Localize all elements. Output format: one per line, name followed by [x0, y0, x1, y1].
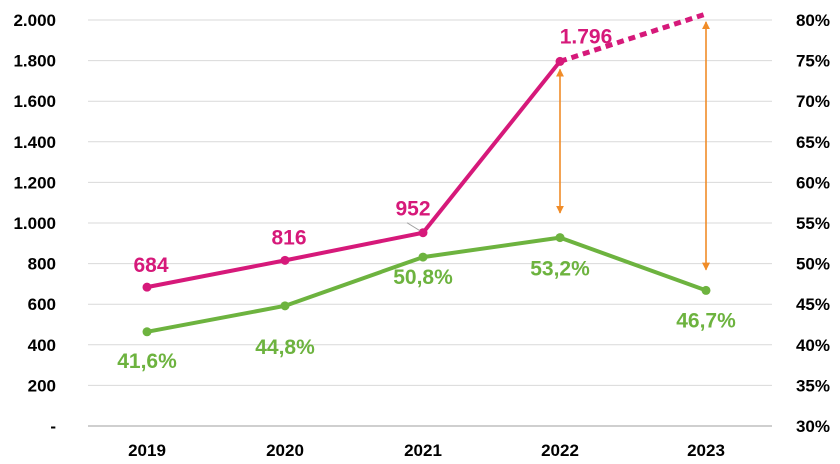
right-axis-tick-label: 70% [796, 92, 830, 111]
right-axis-tick-label: 60% [796, 173, 830, 192]
data-label: 44,8% [255, 336, 315, 359]
left-axis-tick-label: - [50, 417, 56, 436]
data-point [555, 56, 565, 66]
series-line [145, 59, 562, 290]
data-label: 46,7% [676, 309, 736, 332]
right-axis-tick-label: 50% [796, 255, 830, 274]
data-point [280, 301, 290, 311]
data-labels: 684 816 952 1.796 41,6% 44,8% 50,8% 53,2% 46,7% [117, 25, 736, 372]
label-leader-line [406, 222, 421, 232]
data-label: 1.796 [560, 25, 613, 48]
x-axis-tick-label: 2020 [266, 441, 304, 460]
left-axis-tick-label: 400 [28, 336, 56, 355]
left-axis-ticks: - 200 400 600 800 1.000 1.200 1.400 1.600 1.800 2.… [13, 11, 56, 436]
data-label: 53,2% [530, 258, 590, 281]
annotations [556, 21, 710, 271]
data-point [701, 285, 711, 295]
data-label: 952 [395, 198, 430, 221]
data-point [280, 255, 290, 265]
data-label: 816 [271, 226, 306, 249]
x-axis-tick-label: 2021 [404, 441, 442, 460]
data-point [418, 252, 428, 262]
data-label: 684 [133, 254, 168, 277]
data-point [142, 327, 152, 337]
right-axis-tick-label: 40% [796, 336, 830, 355]
left-axis-tick-label: 200 [28, 376, 56, 395]
data-point [418, 228, 428, 238]
right-axis-ticks: 30% 35% 40% 45% 50% 55% 60% 65% 70% 75% 80% [796, 11, 830, 436]
left-axis-tick-label: 1.000 [13, 214, 56, 233]
left-axis-tick-label: 2.000 [13, 11, 56, 30]
series [142, 11, 711, 337]
right-axis-tick-label: 80% [796, 11, 830, 30]
left-axis-tick-label: 1.400 [13, 133, 56, 152]
right-axis-tick-label: 45% [796, 295, 830, 314]
right-axis-tick-label: 35% [796, 376, 830, 395]
right-axis-tick-label: 55% [796, 214, 830, 233]
x-axis-tick-label: 2019 [128, 441, 166, 460]
data-label: 41,6% [117, 350, 177, 373]
right-axis-tick-label: 30% [796, 417, 830, 436]
data-label: 50,8% [393, 266, 453, 289]
x-axis-tick-label: 2022 [541, 441, 579, 460]
left-axis-tick-label: 800 [28, 255, 56, 274]
right-axis-tick-label: 65% [796, 133, 830, 152]
projection-line [559, 11, 707, 64]
left-axis-tick-label: 600 [28, 295, 56, 314]
left-axis-tick-label: 1.200 [13, 173, 56, 192]
x-axis-ticks: 2019 2020 2021 2022 2023 [128, 441, 725, 460]
left-axis-tick-label: 1.800 [13, 52, 56, 71]
data-point [142, 282, 152, 292]
x-axis-tick-label: 2023 [687, 441, 725, 460]
data-point [555, 233, 565, 243]
right-axis-tick-label: 75% [796, 52, 830, 71]
left-axis-tick-label: 1.600 [13, 92, 56, 111]
